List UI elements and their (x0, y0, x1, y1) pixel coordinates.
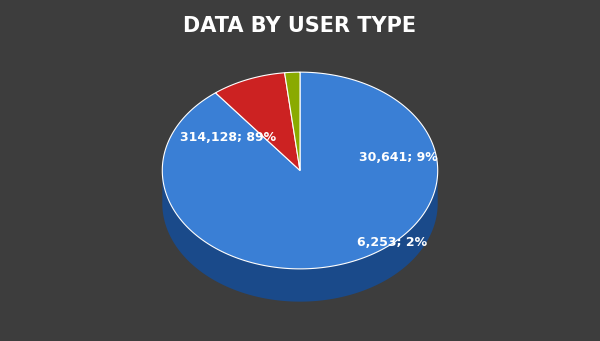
Polygon shape (162, 72, 438, 269)
Text: 6,253; 2%: 6,253; 2% (357, 236, 427, 249)
Text: 30,641; 9%: 30,641; 9% (359, 151, 438, 164)
Polygon shape (215, 73, 300, 170)
Polygon shape (284, 72, 300, 170)
Polygon shape (162, 168, 438, 302)
Text: 314,128; 89%: 314,128; 89% (180, 131, 276, 144)
Text: DATA BY USER TYPE: DATA BY USER TYPE (184, 16, 416, 36)
